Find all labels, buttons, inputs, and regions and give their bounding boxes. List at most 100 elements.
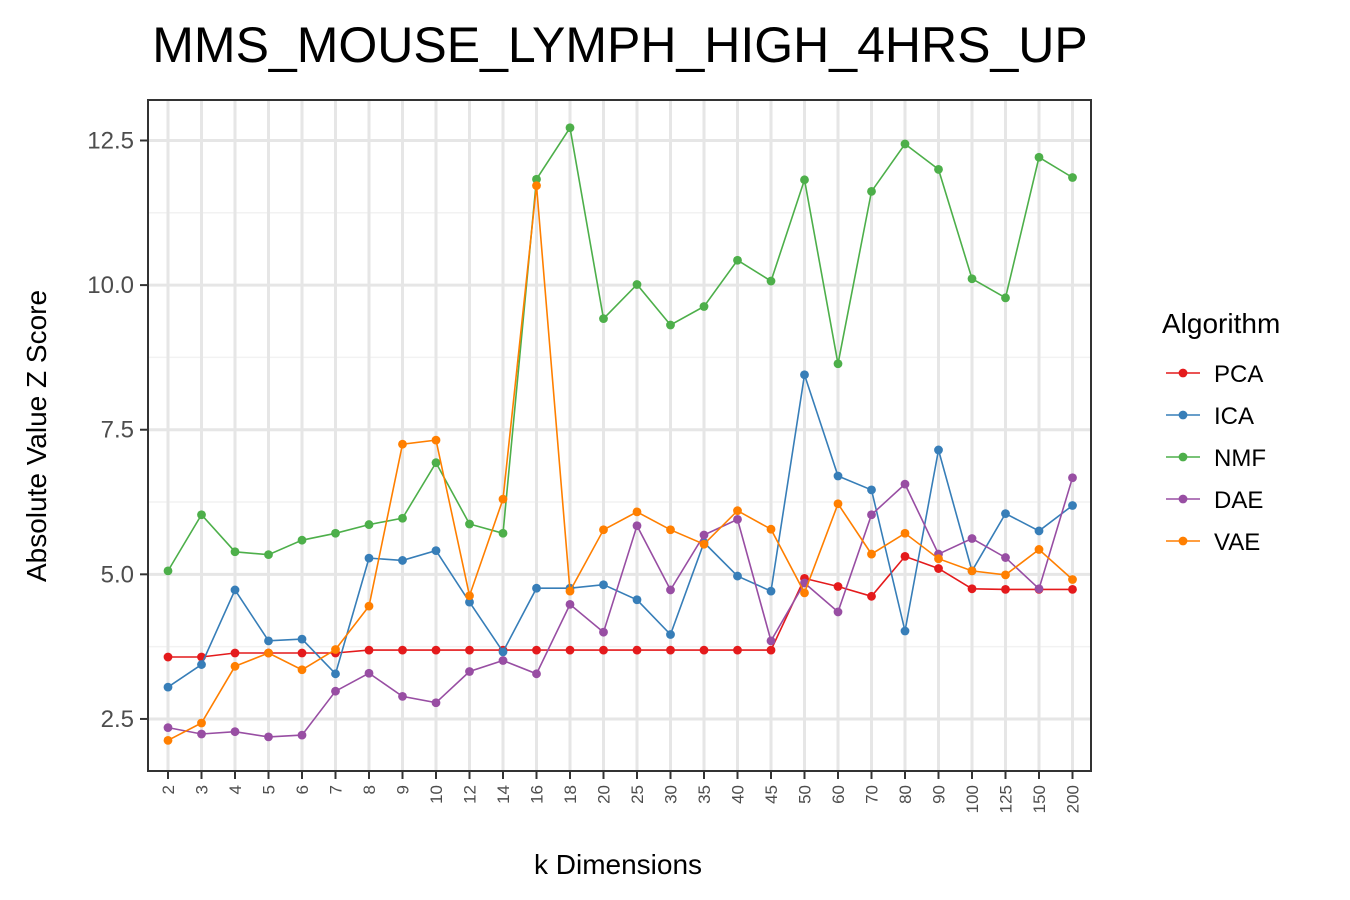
legend-label-pca: PCA	[1214, 361, 1263, 388]
data-point-pca	[1001, 584, 1010, 594]
data-point-ica	[867, 485, 876, 495]
x-tick-label: 150	[1030, 785, 1049, 813]
data-point-nmf	[297, 535, 307, 545]
data-point-pca	[599, 645, 608, 655]
y-tick-label: 7.5	[101, 417, 134, 444]
data-point-ica	[766, 586, 776, 596]
data-point-pca	[230, 648, 240, 658]
data-point-ica	[364, 553, 374, 563]
x-axis-title: k Dimensions	[534, 849, 702, 880]
legend-label-ica: ICA	[1214, 403, 1254, 430]
data-point-dae	[498, 656, 508, 665]
data-point-ica	[230, 585, 240, 595]
data-point-ica	[532, 583, 541, 593]
data-point-vae	[264, 648, 273, 658]
data-point-dae	[599, 627, 608, 637]
data-point-vae	[297, 665, 307, 675]
data-point-pca	[900, 551, 910, 561]
x-tick-label: 50	[796, 785, 815, 804]
data-point-nmf	[800, 175, 809, 185]
legend: Algorithm PCA ICA NMF DAE VAE	[1162, 308, 1280, 556]
x-tick-label: 12	[461, 785, 480, 804]
data-point-dae	[297, 730, 307, 740]
series-line-ica	[167, 374, 1073, 688]
data-point-dae	[364, 668, 374, 678]
series-line-nmf	[167, 125, 1073, 572]
data-point-ica	[331, 669, 340, 679]
x-tick-label: 70	[863, 785, 882, 804]
data-point-pca	[565, 645, 575, 655]
data-point-pca	[297, 648, 307, 658]
legend-point-pca	[1178, 368, 1188, 378]
x-tick-label: 40	[729, 785, 748, 804]
data-point-vae	[967, 566, 977, 576]
legend-point-dae	[1178, 494, 1188, 504]
data-point-pca	[733, 645, 742, 655]
x-tick-label: 5	[260, 785, 279, 794]
data-point-pca	[431, 645, 441, 655]
data-point-vae	[230, 661, 240, 671]
data-point-dae	[230, 727, 240, 737]
data-point-dae	[431, 698, 441, 708]
data-point-dae	[1001, 553, 1010, 562]
data-point-vae	[800, 588, 809, 598]
data-point-vae	[398, 439, 407, 449]
data-point-ica	[934, 445, 943, 455]
data-point-nmf	[733, 255, 742, 265]
y-tick-label: 5.0	[101, 561, 134, 588]
legend-title: Algorithm	[1162, 308, 1280, 339]
data-point-ica	[833, 471, 843, 481]
x-tick-label: 6	[293, 785, 312, 794]
x-tick-label: 60	[829, 785, 848, 804]
legend-label-vae: VAE	[1214, 529, 1260, 556]
data-point-pca	[867, 591, 876, 601]
x-tick-label: 14	[494, 785, 513, 804]
x-axis: 2 3 4 5 6 7 8 9 10 12 14 16 18 20 25 30 35 40 45 50 60 70 80 90…	[159, 771, 1083, 813]
data-point-dae	[666, 585, 675, 595]
x-tick-label: 100	[963, 785, 982, 813]
x-tick-label: 8	[360, 785, 379, 794]
data-point-ica	[398, 556, 407, 565]
data-point-dae	[532, 669, 541, 679]
data-point-nmf	[699, 302, 709, 311]
data-point-ica	[264, 636, 273, 646]
data-point-ica	[1001, 509, 1010, 518]
data-point-pca	[699, 645, 709, 655]
data-point-pca	[766, 645, 776, 655]
data-point-nmf	[565, 123, 575, 133]
data-point-ica	[733, 571, 742, 581]
data-point-pca	[163, 652, 173, 662]
data-point-pca	[532, 645, 541, 655]
data-point-pca	[967, 584, 977, 594]
data-point-ica	[498, 647, 508, 657]
grid-minor	[148, 212, 1091, 648]
data-point-nmf	[1034, 152, 1044, 162]
x-tick-label: 10	[427, 785, 446, 804]
data-point-vae	[934, 554, 943, 564]
x-tick-label: 2	[159, 785, 178, 794]
data-point-ica	[431, 546, 441, 556]
data-point-dae	[867, 510, 876, 520]
y-axis: 2.5 5.0 7.5 10.0 12.5	[87, 127, 148, 733]
legend-point-ica	[1178, 410, 1188, 420]
series-line-dae	[167, 477, 1074, 738]
data-point-vae	[465, 591, 474, 601]
data-point-nmf	[431, 458, 441, 468]
data-point-nmf	[331, 528, 340, 538]
data-point-ica	[163, 682, 173, 692]
data-point-pca	[465, 645, 474, 655]
y-axis-title: Absolute Value Z Score	[21, 290, 52, 582]
data-point-nmf	[1068, 173, 1077, 182]
x-tick-label: 90	[930, 785, 949, 804]
data-point-nmf	[934, 165, 943, 174]
data-point-dae	[967, 534, 977, 543]
plot-panel	[148, 100, 1091, 771]
legend-label-nmf: NMF	[1214, 445, 1266, 472]
data-point-dae	[398, 691, 407, 701]
data-point-pca	[666, 645, 675, 655]
data-point-vae	[867, 549, 876, 559]
legend-point-vae	[1178, 536, 1188, 546]
data-point-pca	[632, 645, 642, 655]
y-tick-label: 12.5	[87, 127, 134, 154]
